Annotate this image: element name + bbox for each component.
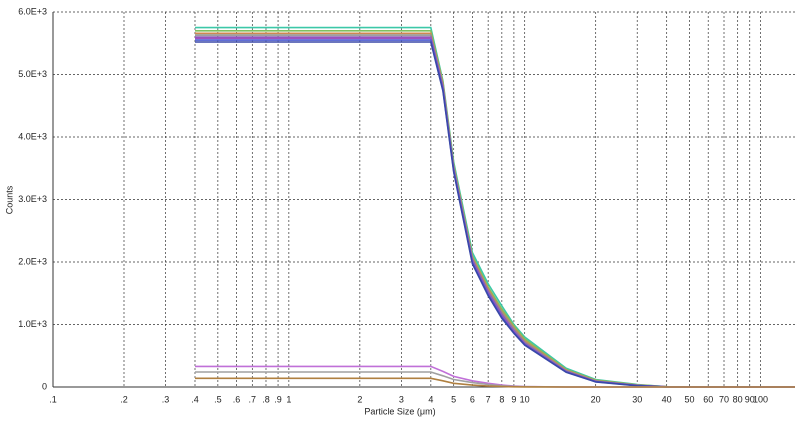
data-line <box>195 41 795 388</box>
y-axis-title: Counts <box>4 185 14 214</box>
x-tick-label: 4 <box>428 394 433 404</box>
x-tick-label: 40 <box>662 394 672 404</box>
x-tick-label: .4 <box>191 394 199 404</box>
data-line <box>195 365 795 388</box>
x-tick-label: 70 <box>719 394 729 404</box>
data-line <box>195 377 795 388</box>
x-tick-label: .3 <box>162 394 170 404</box>
x-tick-label: .2 <box>120 394 128 404</box>
x-tick-label: 7 <box>486 394 491 404</box>
x-tick-label: 90 <box>745 394 755 404</box>
data-line <box>195 36 795 388</box>
y-tick-label: 5.0E+3 <box>18 69 47 79</box>
x-axis-title: Particle Size (μm) <box>364 406 435 416</box>
x-tick-label: 50 <box>685 394 695 404</box>
x-tick-label: 3 <box>399 394 404 404</box>
y-tick-label: 2.0E+3 <box>18 256 47 266</box>
x-tick-label: 30 <box>632 394 642 404</box>
data-line <box>195 371 795 388</box>
y-tick-label: 1.0E+3 <box>18 319 47 329</box>
x-tick-label: 2 <box>357 394 362 404</box>
x-tick-label: .6 <box>233 394 241 404</box>
y-tick-label: 4.0E+3 <box>18 131 47 141</box>
data-line <box>195 26 795 388</box>
x-tick-label: 8 <box>499 394 504 404</box>
x-tick-label: 80 <box>733 394 743 404</box>
x-tick-label: 9 <box>511 394 516 404</box>
x-tick-label: 1 <box>286 394 291 404</box>
x-tick-label: .8 <box>262 394 270 404</box>
x-tick-label: .5 <box>214 394 222 404</box>
x-tick-label: .1 <box>49 394 57 404</box>
x-tick-label: 10 <box>520 394 530 404</box>
x-tick-label: 5 <box>451 394 456 404</box>
y-tick-label: 3.0E+3 <box>18 194 47 204</box>
data-line <box>195 37 795 388</box>
x-tick-label: .9 <box>274 394 282 404</box>
y-tick-label: 6.0E+3 <box>18 6 47 16</box>
y-tick-label: 0 <box>42 381 47 391</box>
data-line <box>195 39 795 388</box>
x-tick-label: 6 <box>470 394 475 404</box>
x-tick-label: 20 <box>591 394 601 404</box>
x-tick-label: 60 <box>703 394 713 404</box>
data-line <box>195 34 795 388</box>
data-line <box>195 32 795 388</box>
x-tick-label: 100 <box>753 394 768 404</box>
data-line <box>195 29 795 388</box>
x-tick-label: .7 <box>249 394 257 404</box>
